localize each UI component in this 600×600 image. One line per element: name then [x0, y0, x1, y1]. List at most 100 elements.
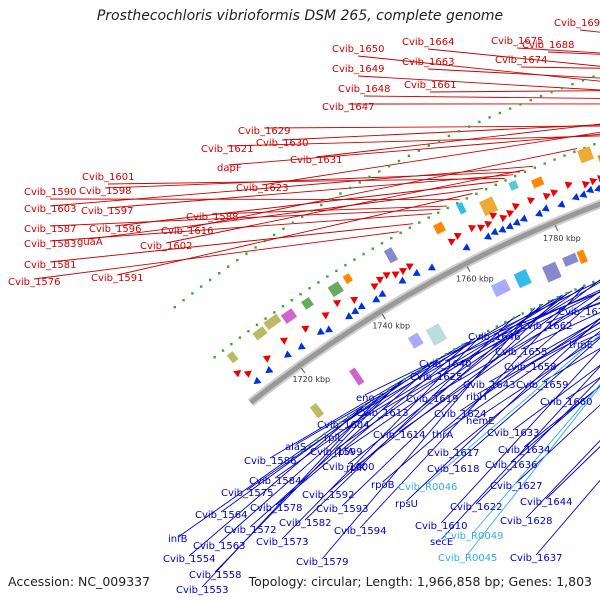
track-dot	[281, 305, 285, 308]
track-dot	[411, 372, 414, 376]
inner-feature-block	[425, 323, 448, 346]
track-dot	[487, 329, 490, 333]
reverse-gene-label: Cvib_1600	[322, 462, 374, 473]
reverse-gene-label: Cvib_1672	[558, 307, 600, 318]
forward-gene-label: Cvib_1664	[402, 37, 454, 48]
track-dot	[468, 125, 471, 128]
forward-gene-label: Cvib_1621	[201, 144, 253, 155]
reverse-gene-arrow	[345, 312, 354, 320]
track-dot	[514, 174, 517, 178]
track-dot	[368, 175, 371, 179]
forward-gene-label-leader	[116, 193, 473, 276]
track-dot	[380, 242, 384, 245]
reverse-gene-label-leader	[541, 347, 600, 383]
reverse-gene-arrow	[297, 342, 306, 350]
reverse-gene-label: Cvib_1628	[500, 516, 552, 527]
scale-tick	[466, 266, 471, 272]
genome-title: Prosthecochloris vibrioformis DSM 265, c…	[96, 8, 504, 24]
reverse-gene-label-leader	[512, 364, 600, 431]
reverse-gene-arrow	[535, 209, 544, 217]
forward-gene-label: Cvib_1598	[79, 186, 131, 197]
track-dot	[300, 450, 304, 453]
forward-gene-label-leader	[105, 171, 520, 189]
track-dot	[245, 252, 248, 255]
track-dot	[478, 334, 481, 337]
reverse-gene-label-leader	[525, 440, 600, 519]
track-dot	[592, 280, 595, 284]
reverse-gene-label: Cvib_1627	[490, 481, 542, 492]
reverse-gene-label-leader	[398, 290, 600, 433]
reverse-gene-arrow	[253, 376, 262, 385]
forward-gene-arrow	[279, 337, 288, 345]
forward-gene-label: Cvib_1590	[24, 187, 76, 198]
reverse-gene-arrow	[372, 295, 381, 303]
reverse-gene-label: ribH	[466, 392, 487, 403]
forward-gene-arrow	[301, 325, 310, 333]
reverse-gene-label-leader	[444, 289, 600, 362]
track-dot	[447, 134, 451, 138]
outer-feature-block	[301, 296, 314, 310]
forward-gene-arrow	[453, 232, 462, 240]
track-dot	[523, 170, 527, 173]
forward-gene-label-leader	[430, 90, 600, 93]
rna-gene-label-leader	[472, 383, 600, 534]
forward-gene-arrow	[499, 214, 508, 223]
outer-feature-block	[577, 146, 595, 164]
forward-gene-label-leader	[50, 198, 460, 201]
track-dot	[254, 246, 257, 249]
track-dot	[299, 293, 302, 296]
track-dot	[539, 94, 543, 98]
reverse-gene-label: Cvib_1655	[495, 347, 547, 358]
reverse-gene-label: Cvib_1564	[195, 510, 247, 521]
scale-tick-label: 1720 kbp	[292, 375, 330, 384]
reverse-gene-label: Cvib_1592	[302, 490, 354, 501]
track-dot	[495, 325, 498, 328]
track-dot	[191, 292, 194, 295]
gene-arrows	[233, 175, 600, 385]
forward-gene-label-leader	[580, 29, 600, 33]
label-lines	[34, 29, 600, 588]
scale-tick	[554, 225, 559, 231]
reverse-gene-arrow	[505, 222, 514, 230]
forward-gene-label: Cvib_1596	[89, 224, 141, 235]
reverse-gene-arrow	[571, 192, 580, 201]
track-dot	[498, 111, 501, 115]
track-dot	[320, 203, 323, 207]
reverse-gene-label-leader	[357, 279, 600, 466]
forward-gene-label: Cvib_1597	[81, 206, 133, 217]
forward-gene-arrow	[589, 177, 598, 186]
reverse-gene-arrow	[357, 302, 366, 310]
track-dot	[461, 343, 464, 346]
reverse-gene-arrow	[557, 200, 566, 208]
forward-gene-label: Cvib_1623	[236, 183, 288, 194]
accession-text: Accession: NC_009337	[8, 574, 151, 589]
reverse-gene-label: Cvib_1575	[221, 488, 273, 499]
rna-gene-label: Cvib_R0049	[444, 531, 503, 542]
reverse-gene-label: Cvib_1614	[373, 430, 425, 441]
track-dot	[583, 146, 586, 150]
track-dot	[427, 144, 430, 147]
forward-gene-arrow	[233, 369, 242, 378]
track-dot	[339, 421, 342, 424]
track-dot	[395, 383, 398, 386]
reverse-gene-label-leader	[477, 336, 600, 419]
track-dot	[335, 269, 338, 273]
forward-gene-label-leader	[517, 47, 600, 54]
track-dot	[574, 288, 577, 291]
reverse-gene-label: rpsU	[395, 499, 418, 510]
track-dot	[273, 311, 276, 314]
track-dot	[470, 338, 473, 342]
reverse-gene-label: Cvib_1646	[468, 332, 520, 343]
reverse-gene-label: Cvib_1625	[410, 372, 462, 383]
reverse-gene-label: Cvib_1634	[498, 445, 550, 456]
track-dot	[247, 330, 250, 333]
track-dot	[563, 154, 566, 157]
rna-gene-label-leader	[426, 334, 600, 485]
forward-gene-arrow	[447, 238, 456, 246]
reverse-gene-label: Cvib_1618	[427, 464, 479, 475]
reverse-gene-label-leader	[523, 385, 600, 448]
reverse-gene-label-leader	[304, 318, 513, 521]
track-dot	[329, 198, 332, 201]
track-dot	[379, 393, 382, 397]
